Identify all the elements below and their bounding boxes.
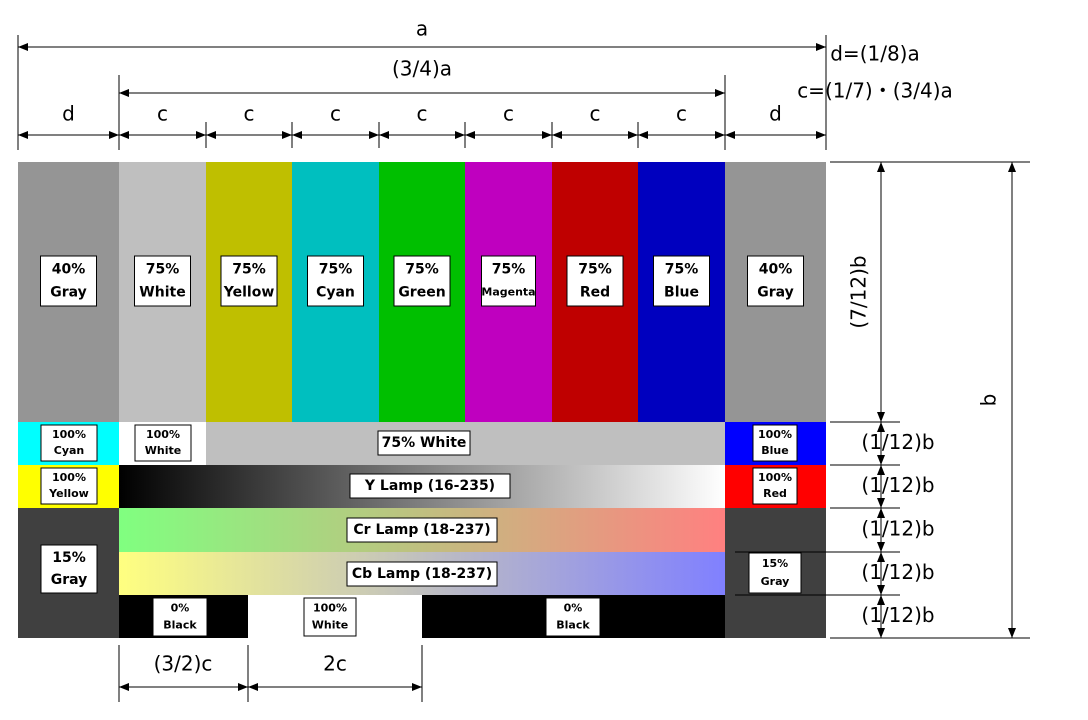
dimension-label: c=(1/7)・(3/4)a	[797, 79, 953, 103]
label-text: Magenta	[481, 286, 535, 299]
label-box	[545, 597, 601, 637]
label-text: Cr Lamp (18-237)	[353, 522, 490, 538]
dimension-label: c	[417, 102, 428, 126]
label-text: Y Lamp (16-235)	[364, 478, 495, 494]
label-box	[303, 597, 357, 637]
label-box	[40, 255, 97, 307]
label-box	[40, 544, 98, 594]
label-text: 75%	[319, 262, 353, 278]
label-text: 75%	[146, 262, 180, 278]
label-text: 75% White	[382, 435, 467, 451]
label-text: 0%	[171, 602, 190, 615]
label-box	[40, 424, 98, 462]
label-text: 100%	[313, 602, 347, 615]
label-text: 100%	[52, 428, 86, 441]
label-box	[40, 467, 98, 505]
label-box	[752, 467, 798, 505]
dimension-label: c	[590, 102, 601, 126]
label-box	[134, 424, 192, 462]
label-text: Red	[580, 285, 610, 301]
dimension-label: c	[157, 102, 168, 126]
label-box	[393, 255, 451, 307]
label-text: 15%	[762, 557, 788, 570]
label-text: 75%	[578, 262, 612, 278]
label-text: Blue	[664, 285, 699, 301]
label-text: Gray	[50, 285, 87, 301]
label-text: Cyan	[316, 285, 355, 301]
label-text: Gray	[761, 575, 790, 588]
label-box	[748, 552, 802, 594]
label-text: 75%	[405, 262, 439, 278]
dimension-label: (3/2)c	[154, 652, 213, 676]
dimension-label: a	[416, 17, 428, 41]
dimension-label: (3/4)a	[392, 57, 452, 81]
dimension-label: d=(1/8)a	[830, 42, 920, 66]
dimension-label: (1/12)b	[861, 517, 934, 541]
label-box	[653, 255, 710, 307]
label-text: Blue	[761, 444, 788, 457]
label-text: Yellow	[223, 285, 275, 301]
label-box	[220, 255, 278, 307]
label-text: White	[145, 444, 181, 457]
label-box	[152, 597, 208, 637]
label-text: 15%	[52, 550, 86, 566]
label-text: 40%	[52, 262, 86, 278]
dimension-label: 2c	[323, 652, 347, 676]
bars: 40% Gray 75% White 75% Yellow 75% Cyan 75% Green 7…	[18, 162, 826, 638]
dimension-label: c	[503, 102, 514, 126]
label-text: Black	[163, 619, 197, 632]
label-box	[346, 517, 498, 543]
dimension-label: d	[62, 102, 75, 126]
label-text: Cb Lamp (18-237)	[352, 566, 492, 582]
dimension-label: (7/12)b	[847, 255, 871, 328]
dimension-label: (1/12)b	[861, 430, 934, 454]
label-text: 75%	[232, 262, 266, 278]
label-box	[307, 255, 364, 307]
label-text: 40%	[759, 262, 793, 278]
label-box	[349, 473, 511, 499]
dimension-label: c	[676, 102, 687, 126]
label-text: Cyan	[54, 444, 85, 457]
dimension-label: b	[977, 394, 1001, 407]
label-text: Black	[556, 619, 590, 632]
label-text: 75%	[665, 262, 699, 278]
label-box	[346, 561, 498, 587]
label-text: Yellow	[48, 487, 89, 500]
dimension-label: (1/12)b	[861, 603, 934, 627]
label-box	[377, 430, 471, 456]
label-box	[134, 255, 191, 307]
label-text: 100%	[52, 471, 86, 484]
label-text: Gray	[757, 285, 794, 301]
dimensions: a (3/4)a d c c c c c c c d d=(1/8)a c=(1/7)・(3/4)a (7…	[17, 17, 1030, 702]
label-text: White	[139, 285, 185, 301]
dimension-label: d	[769, 102, 782, 126]
label-box	[752, 424, 798, 462]
label-text: 100%	[146, 428, 180, 441]
label-text: White	[312, 619, 348, 632]
dimension-label: (1/12)b	[861, 473, 934, 497]
dimension-label: (1/12)b	[861, 560, 934, 584]
dimension-label: c	[330, 102, 341, 126]
label-text: Red	[763, 487, 787, 500]
label-text: Green	[398, 285, 445, 301]
label-text: 100%	[758, 471, 792, 484]
label-text: Gray	[51, 572, 88, 588]
label-box	[481, 255, 536, 307]
dimension-label: c	[244, 102, 255, 126]
label-box	[566, 255, 624, 307]
label-text: 0%	[564, 602, 583, 615]
label-text: 100%	[758, 428, 792, 441]
label-box	[747, 255, 804, 307]
label-text: 75%	[492, 262, 526, 278]
